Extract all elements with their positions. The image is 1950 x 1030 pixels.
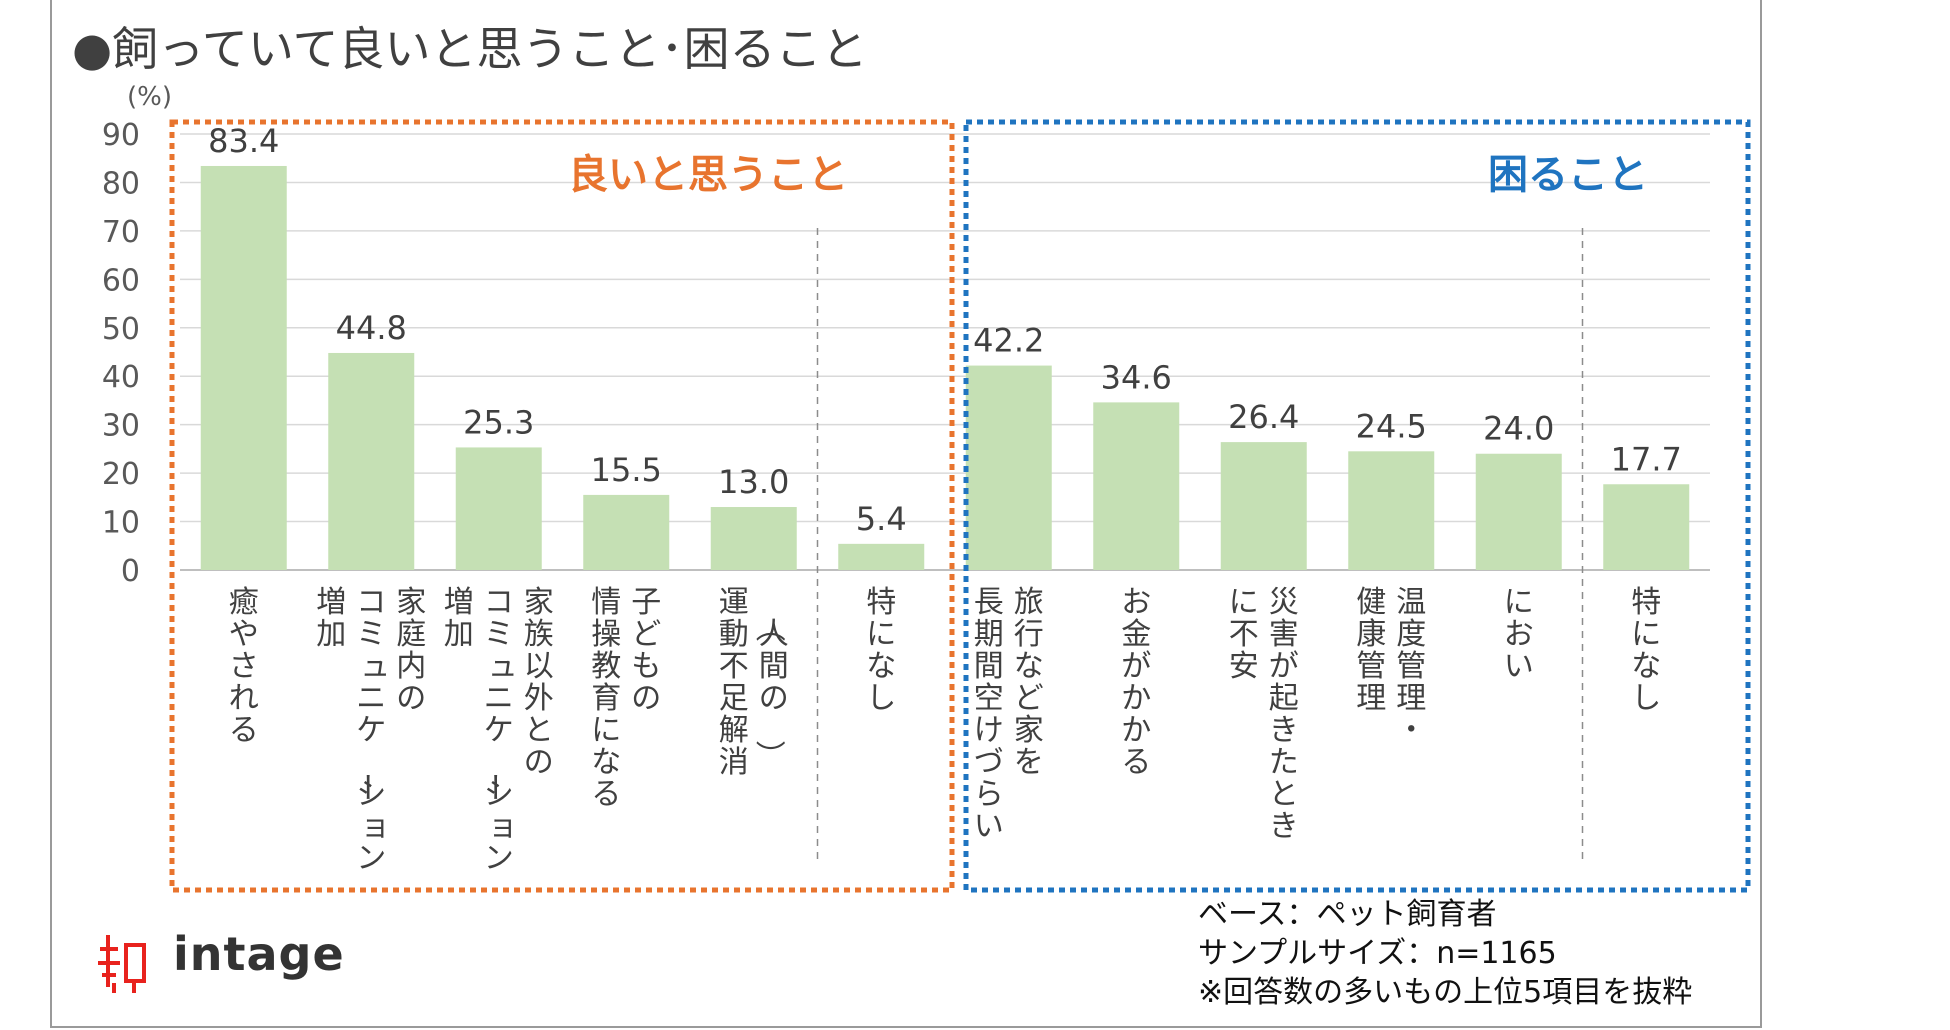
category-label: 温度管理・健康管理 <box>1356 585 1426 748</box>
intage-logo-mark-icon <box>98 935 146 993</box>
value-label: 5.4 <box>856 500 907 538</box>
bars <box>200 165 1690 570</box>
category-label-line: 長期間空けづらい <box>974 585 1004 844</box>
y-tick-label: 30 <box>102 409 140 444</box>
category-label-line: 家庭内の <box>396 585 426 716</box>
category-label-line: お金がかかる <box>1121 585 1151 780</box>
y-tick-label: 90 <box>102 118 140 153</box>
y-tick-label: 20 <box>102 457 140 492</box>
category-label-line: 特になし <box>866 585 896 716</box>
bar <box>1093 402 1180 570</box>
category-labels: 癒やされる家庭内のコミュニケーション増加家族以外とのコミュニケーション増加子ども… <box>229 585 1662 876</box>
group-box <box>169 119 955 893</box>
bar <box>965 365 1052 570</box>
bar <box>583 494 670 570</box>
value-label: 42.2 <box>973 322 1044 360</box>
y-tick-label: 0 <box>121 554 140 589</box>
sample-size-note: サンプルサイズ：n=1165 <box>1198 936 1557 971</box>
y-tick-label: 10 <box>102 506 140 541</box>
category-label: 特になし <box>1631 585 1661 716</box>
category-label-line: コミュニケーション <box>348 585 390 876</box>
category-label-line: 特になし <box>1631 585 1661 716</box>
category-label-line: 子どもの <box>631 585 661 716</box>
gridlines <box>180 133 1710 571</box>
category-label-line: 旅行など家を <box>1014 585 1044 780</box>
intage-logo: intage <box>98 925 358 995</box>
bar <box>1220 442 1307 570</box>
category-label-line: 運動不足解消 <box>719 585 749 780</box>
category-label-line: コミュニケーション <box>476 585 518 876</box>
group-label: 困ること <box>1488 152 1648 198</box>
value-label: 26.4 <box>1228 398 1299 436</box>
category-label-line: に不安 <box>1229 585 1259 684</box>
category-label-line: 温度管理・ <box>1396 585 1426 748</box>
group-boxes: 良いと思うこと 困ること <box>169 119 1751 893</box>
value-label: 25.3 <box>463 403 534 441</box>
category-label: （人間の）運動不足解消 <box>719 585 789 780</box>
group-label: 良いと思うこと <box>568 152 848 198</box>
bar <box>200 165 287 570</box>
bar <box>1475 453 1562 570</box>
y-axis-unit-label: (%) <box>127 82 172 112</box>
category-label-line: 情操教育になる <box>591 585 621 812</box>
footnote: ※回答数の多いもの上位5項目を抜粋 <box>1198 975 1693 1010</box>
category-label-line: におい <box>1504 585 1534 684</box>
bar <box>1348 451 1435 570</box>
value-labels: 83.4 44.8 25.3 15.5 13.0 5.4 42.2 34.6 26.4 24.5 2… <box>208 122 1682 538</box>
y-tick-label: 80 <box>102 166 140 201</box>
y-tick-label: 60 <box>102 263 140 298</box>
category-label-line: 災害が起きたとき <box>1269 585 1299 844</box>
category-label-line: 家族以外との <box>524 585 554 780</box>
separators <box>816 228 1584 862</box>
y-tick-label: 50 <box>102 312 140 347</box>
bar <box>1603 484 1690 570</box>
logo-wordmark: intage <box>173 927 345 981</box>
value-label: 34.6 <box>1101 358 1172 396</box>
category-label-line: 増加 <box>316 585 346 652</box>
category-label-line: （人間の） <box>751 612 789 770</box>
category-label-line: 癒やされる <box>229 585 259 748</box>
y-tick-label: 70 <box>102 215 140 250</box>
category-label-line: 健康管理 <box>1356 585 1386 716</box>
bar <box>838 543 925 570</box>
value-label: 83.4 <box>208 122 279 160</box>
value-label: 13.0 <box>718 463 789 501</box>
bar <box>328 352 415 570</box>
y-axis-ticks: 0 10 20 30 40 50 60 70 80 90 <box>102 118 140 589</box>
category-label: 特になし <box>866 585 896 716</box>
category-label-line: 増加 <box>444 585 474 652</box>
bar <box>455 447 542 570</box>
slide-frame <box>50 0 1762 1028</box>
value-label: 15.5 <box>591 451 662 489</box>
value-label: 24.5 <box>1356 407 1427 445</box>
base-note: ベース：ペット飼育者 <box>1198 897 1497 932</box>
chart-notes: ベース：ペット飼育者 サンプルサイズ：n=1165 ※回答数の多いもの上位5項目… <box>1198 895 1692 1012</box>
category-label: におい <box>1504 585 1534 684</box>
group-box <box>963 119 1751 893</box>
category-label: お金がかかる <box>1121 585 1151 780</box>
category-label: 癒やされる <box>229 585 259 748</box>
value-label: 24.0 <box>1483 410 1554 448</box>
value-label: 17.7 <box>1611 440 1682 478</box>
value-label: 44.8 <box>336 309 407 347</box>
y-tick-label: 40 <box>102 360 140 395</box>
bar <box>710 507 797 570</box>
chart-title: ●飼っていて良いと思うこと･困ること <box>72 22 867 76</box>
